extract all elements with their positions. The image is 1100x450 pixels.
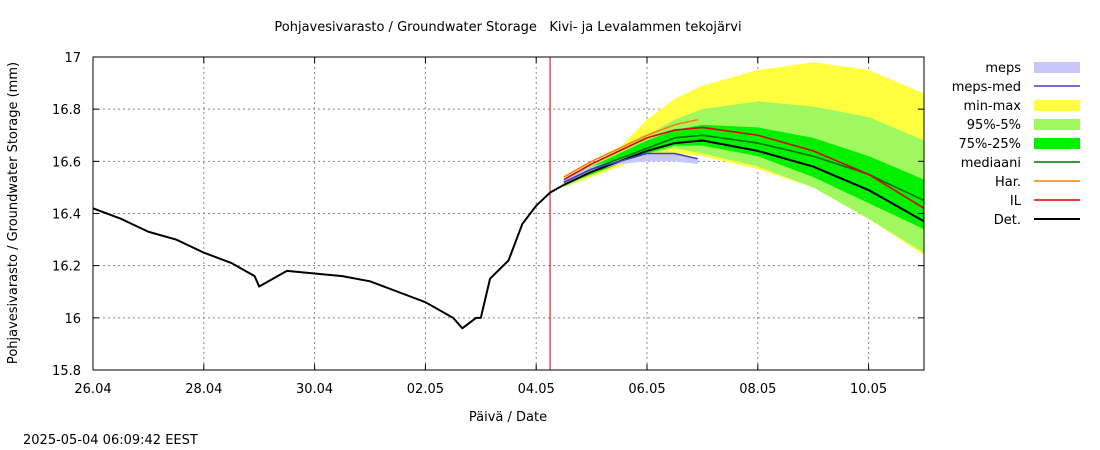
legend-label-har-: Har. (995, 175, 1021, 190)
y-tick-label: 16.8 (52, 103, 81, 118)
x-tick-label: 02.05 (407, 382, 444, 397)
y-tick-label: 16.6 (52, 155, 81, 170)
legend-label-min-max: min-max (963, 99, 1021, 114)
series-line-har- (563, 118, 698, 178)
legend: meps meps-med min-max 95%-5% 75%-25% mediaani… (952, 61, 1080, 228)
x-tick-label: 30.04 (296, 382, 333, 397)
x-axis-label: Päivä / Date (469, 410, 547, 425)
legend-label-det-: Det. (994, 213, 1021, 228)
observed-line (92, 183, 565, 330)
plot-area: 26.04 28.04 30.04 02.05 04.05 06.05 08.05 10.05… (52, 51, 925, 397)
y-tick-label: 16.2 (52, 260, 81, 275)
series-line-det- (563, 139, 925, 223)
series-line-mediaani (563, 134, 925, 202)
x-tick-label: 10.05 (850, 382, 887, 397)
chart-title: Pohjavesivarasto / Groundwater Storage K… (274, 20, 741, 35)
series-line-meps-med (563, 152, 698, 183)
series-line-il (563, 126, 925, 209)
legend-swatch-75-25- (1034, 138, 1080, 149)
legend-swatch-95-5- (1034, 119, 1080, 130)
legend-label-meps-med: meps-med (952, 80, 1021, 95)
y-tick-label: 15.8 (52, 364, 81, 379)
y-axis-label: Pohjavesivarasto / Groundwater Storage (… (6, 62, 21, 364)
y-tick-label: 16.4 (52, 208, 81, 223)
x-tick-label: 04.05 (518, 382, 555, 397)
band-75-25- (563, 124, 924, 230)
x-tick-label: 26.04 (74, 382, 111, 397)
legend-label-il: IL (1010, 194, 1022, 209)
x-tick-label: 28.04 (185, 382, 222, 397)
x-tick-label: 08.05 (739, 382, 776, 397)
timestamp-label: 2025-05-04 06:09:42 EEST (23, 433, 198, 448)
legend-label-75-25-: 75%-25% (959, 137, 1021, 152)
legend-swatch-meps (1034, 62, 1080, 73)
legend-label-95-5-: 95%-5% (967, 118, 1021, 133)
y-tick-label: 17 (64, 51, 81, 66)
x-tick-label: 06.05 (628, 382, 665, 397)
y-tick-label: 16 (64, 312, 81, 327)
legend-swatch-min-max (1034, 100, 1080, 111)
legend-label-meps: meps (985, 61, 1021, 76)
legend-label-mediaani: mediaani (961, 156, 1021, 171)
band-meps (563, 153, 698, 185)
